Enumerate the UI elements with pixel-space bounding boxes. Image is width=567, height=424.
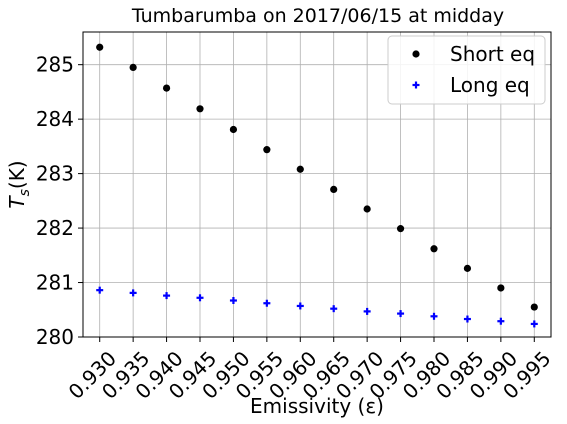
series-long-eq xyxy=(96,287,538,328)
y-tick-label: 285 xyxy=(36,53,74,77)
y-axis-title-unit: (K) xyxy=(5,160,29,189)
y-tick-label: 283 xyxy=(36,162,74,186)
y-tick-label: 281 xyxy=(36,271,74,295)
data-point xyxy=(397,225,404,232)
x-axis-title-text: Emissivity xyxy=(250,394,351,418)
data-point xyxy=(397,310,404,317)
data-point xyxy=(230,297,237,304)
y-tick-label: 280 xyxy=(36,325,74,349)
data-point xyxy=(430,245,437,252)
data-point xyxy=(531,303,538,310)
data-point xyxy=(196,105,203,112)
data-point xyxy=(364,308,371,315)
data-point xyxy=(130,289,137,296)
data-point xyxy=(297,166,304,173)
data-point xyxy=(263,146,270,153)
data-point xyxy=(230,126,237,133)
data-point xyxy=(96,44,103,51)
legend-marker xyxy=(412,50,419,57)
legend-label: Long eq xyxy=(450,73,530,97)
data-point xyxy=(197,294,204,301)
y-tick-label: 282 xyxy=(36,216,74,240)
legend-label: Short eq xyxy=(450,42,535,66)
data-point xyxy=(330,305,337,312)
data-point xyxy=(464,265,471,272)
y-axis-title: Ts(K) xyxy=(5,160,33,208)
data-point xyxy=(364,205,371,212)
data-point xyxy=(497,318,504,325)
data-point xyxy=(497,284,504,291)
data-point xyxy=(130,64,137,71)
data-point xyxy=(431,313,438,320)
y-tick-label: 284 xyxy=(36,107,74,131)
data-point xyxy=(464,316,471,323)
legend: Short eq Long eq xyxy=(388,36,545,104)
data-point xyxy=(96,287,103,294)
x-axis-title: Emissivity (ε) xyxy=(250,394,384,418)
data-point xyxy=(163,292,170,299)
data-point xyxy=(531,320,538,327)
y-axis: 280 281 282 283 284 285 xyxy=(36,53,83,349)
data-point xyxy=(263,300,270,307)
data-point xyxy=(330,186,337,193)
chart-title: Tumbarumba on 2017/06/15 at midday xyxy=(131,5,504,27)
y-axis-title-subscript: s xyxy=(17,189,33,196)
x-axis-title-symbol: (ε) xyxy=(358,394,384,418)
data-point xyxy=(297,302,304,309)
data-point xyxy=(163,84,170,91)
